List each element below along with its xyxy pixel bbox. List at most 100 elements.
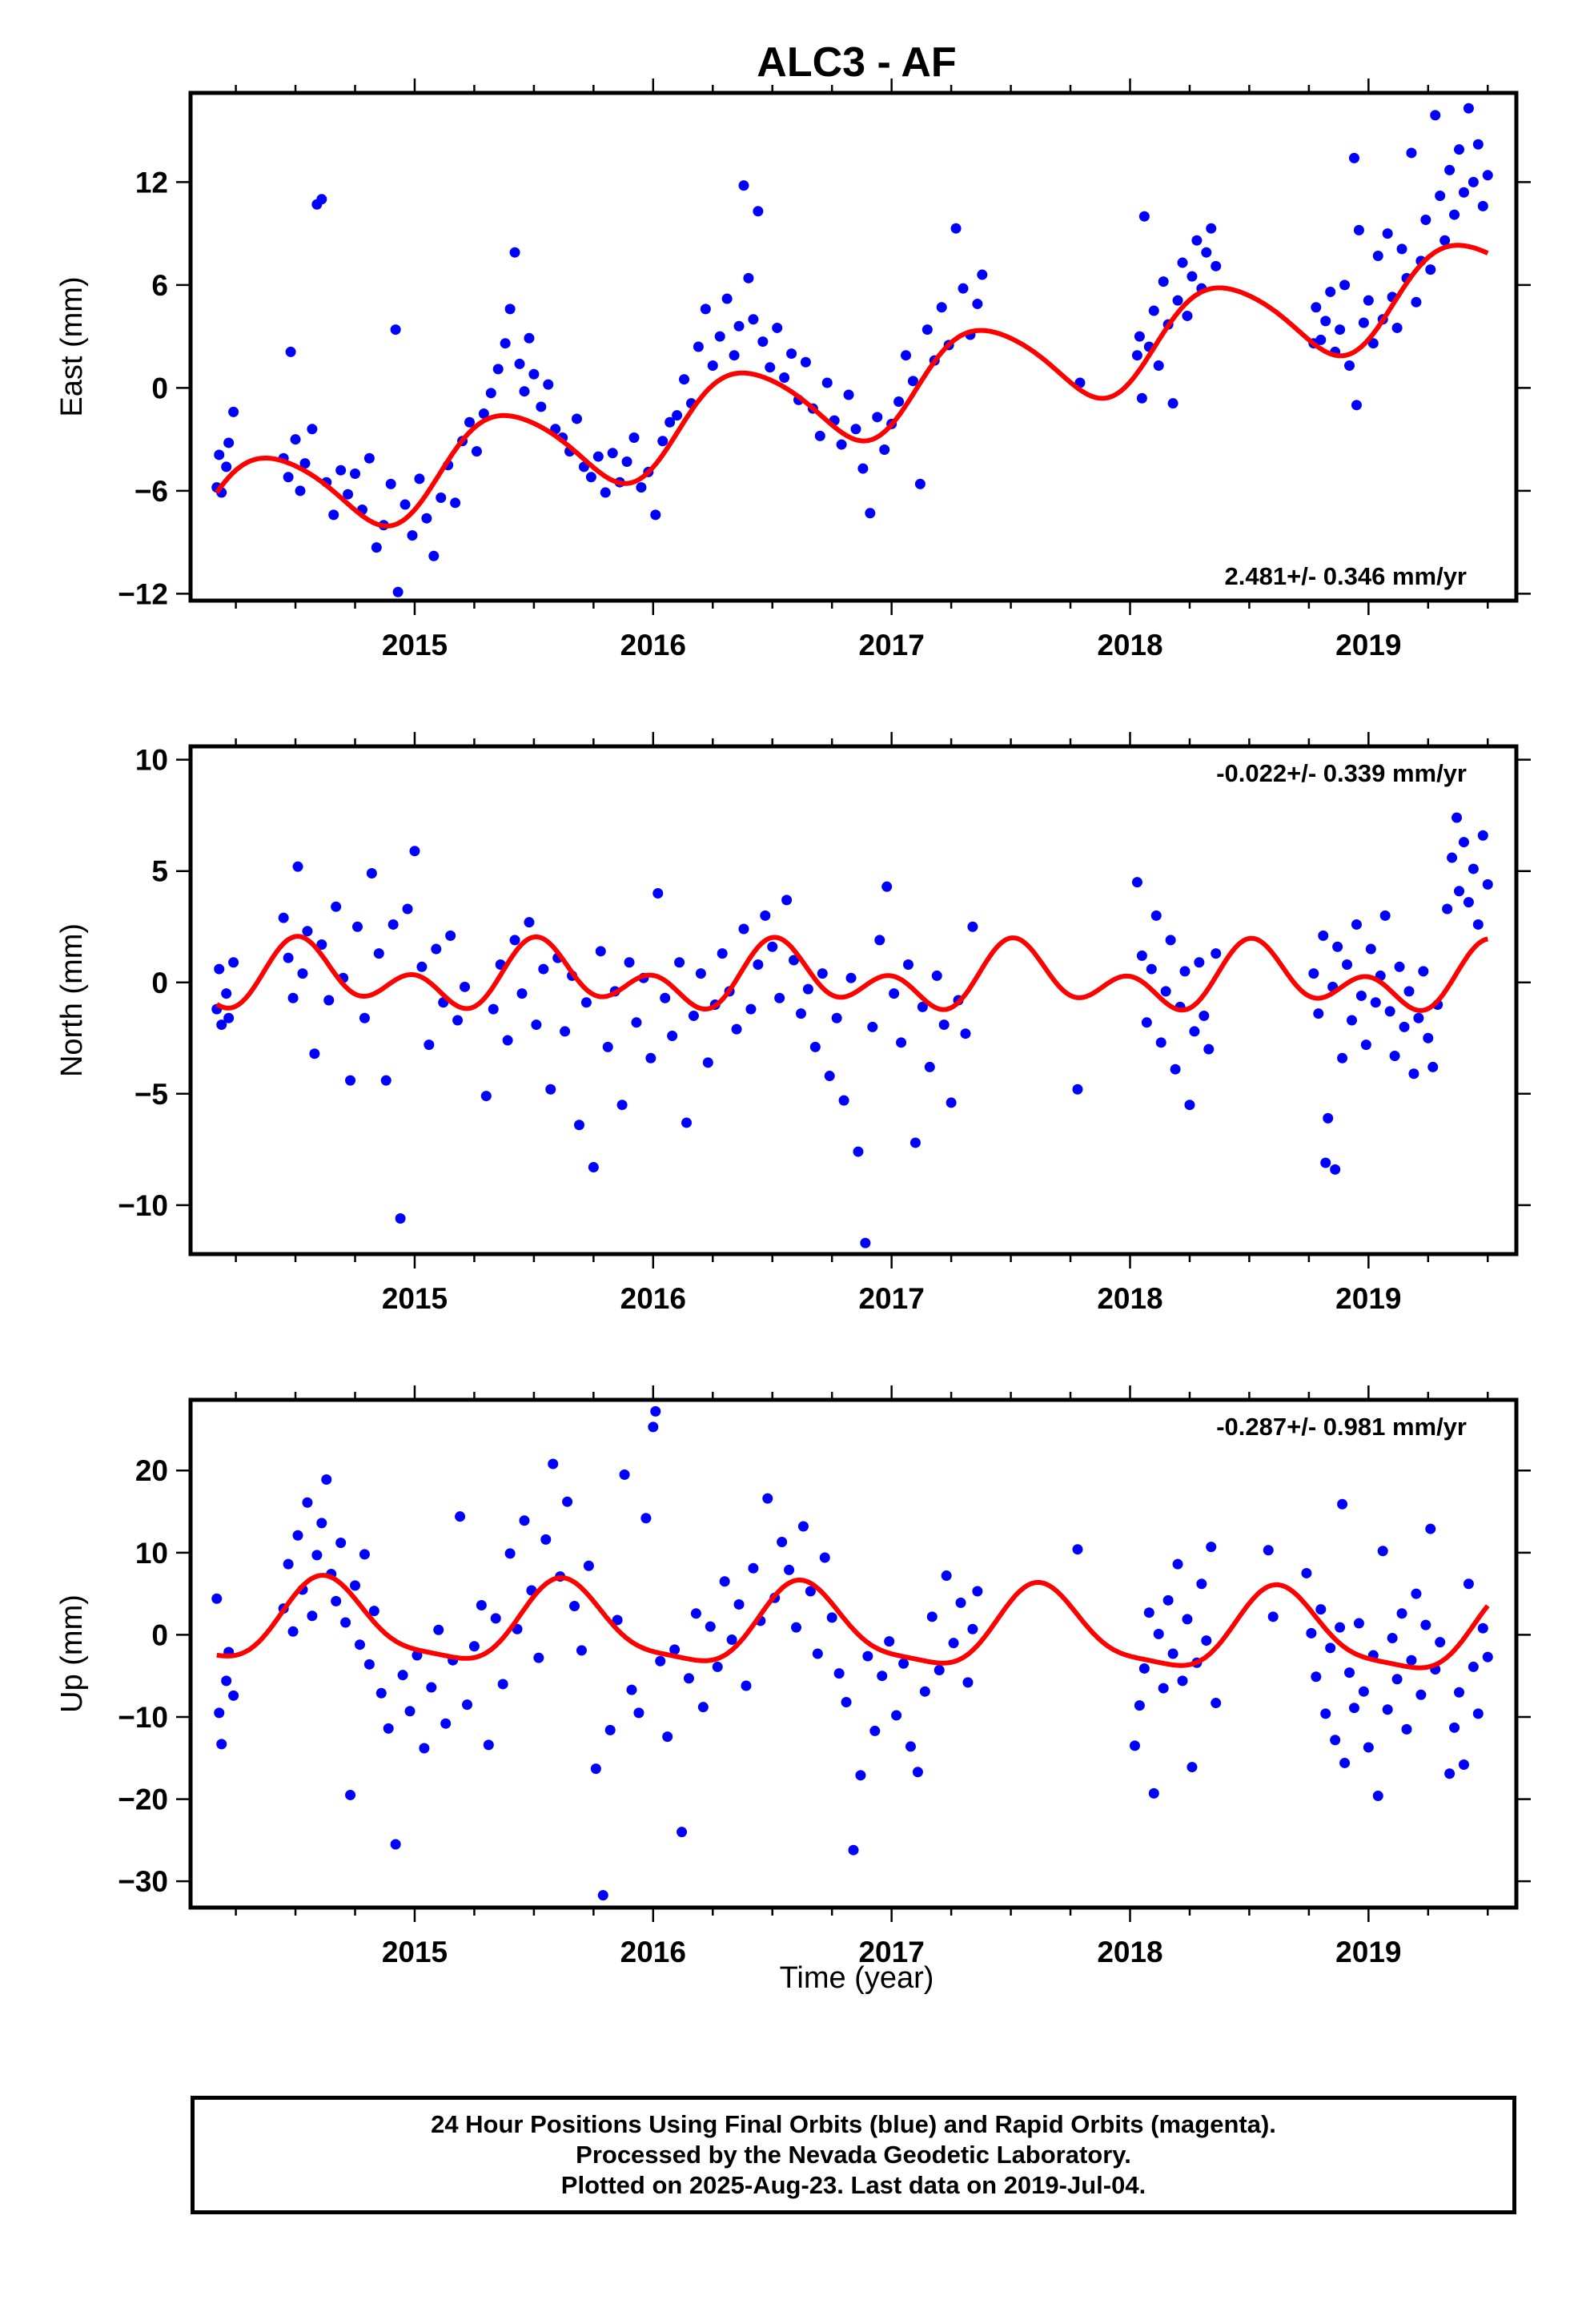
data-point xyxy=(891,1710,902,1721)
data-point xyxy=(1406,1655,1417,1666)
data-point xyxy=(1384,1006,1395,1017)
data-point xyxy=(812,1648,823,1659)
up-panel: 2015 2016 2017 2018 2019 −30 −20 −10 0 10 20 Up (mm… xyxy=(55,1385,1531,1968)
data-point xyxy=(221,461,232,472)
data-point xyxy=(1211,1698,1222,1709)
data-point xyxy=(695,968,706,979)
data-point xyxy=(278,912,289,923)
data-point xyxy=(889,988,900,999)
data-point xyxy=(621,456,632,468)
data-point xyxy=(1267,1611,1279,1622)
y-tick-label: −10 xyxy=(118,1189,168,1222)
x-tick-label: 2017 xyxy=(858,1936,924,1968)
data-point xyxy=(590,1763,601,1775)
data-point xyxy=(1146,963,1157,975)
data-point xyxy=(757,336,769,348)
data-point xyxy=(572,413,583,424)
data-point xyxy=(383,1723,394,1734)
data-point xyxy=(1150,910,1162,921)
x-tick-label: 2019 xyxy=(1335,629,1401,661)
data-point xyxy=(295,485,306,497)
data-point xyxy=(1458,837,1469,848)
data-point xyxy=(948,1638,959,1649)
data-point xyxy=(1172,1558,1183,1570)
data-point xyxy=(702,1057,713,1068)
data-point xyxy=(536,401,547,412)
data-point xyxy=(779,372,790,384)
data-point xyxy=(912,1767,923,1778)
data-point xyxy=(881,881,893,892)
data-point xyxy=(569,1600,580,1611)
data-point xyxy=(650,509,661,521)
data-point xyxy=(1315,334,1327,345)
data-point xyxy=(914,478,926,489)
data-point xyxy=(853,1146,864,1157)
data-point xyxy=(431,943,442,955)
north-panel: 2015 2016 2017 2018 2019 −10 −5 0 5 10 North (mm) -… xyxy=(55,732,1531,1315)
data-point xyxy=(917,1001,928,1012)
data-point xyxy=(1355,990,1367,1001)
data-point xyxy=(650,1405,661,1417)
data-point xyxy=(905,1741,916,1752)
data-point xyxy=(836,439,847,450)
data-point xyxy=(1468,1661,1479,1672)
data-point xyxy=(1399,1021,1410,1032)
data-point xyxy=(1420,215,1431,225)
data-point xyxy=(1351,400,1362,411)
data-point xyxy=(1452,812,1463,823)
data-point xyxy=(1353,1618,1364,1629)
data-point xyxy=(287,992,299,1003)
data-point xyxy=(600,487,611,498)
data-point xyxy=(524,332,535,344)
data-point xyxy=(814,430,825,441)
data-point xyxy=(350,468,361,479)
east-panel: 2015 2016 2017 2018 2019 −12 −6 0 6 12 East (mm) 2.… xyxy=(55,78,1531,661)
data-point xyxy=(831,1012,842,1023)
data-point xyxy=(1323,1112,1334,1124)
data-point xyxy=(1170,1063,1181,1075)
data-point xyxy=(216,1019,227,1031)
data-point xyxy=(573,1120,584,1131)
data-point xyxy=(328,509,339,521)
data-point xyxy=(1186,271,1198,282)
data-point xyxy=(955,1597,966,1608)
data-point xyxy=(800,356,811,368)
data-point xyxy=(731,1023,742,1035)
data-point xyxy=(1411,1588,1422,1599)
data-point xyxy=(1363,295,1374,306)
data-point xyxy=(1186,1762,1198,1773)
data-point xyxy=(460,981,471,992)
data-point xyxy=(919,1686,930,1697)
data-point xyxy=(1179,966,1191,977)
y-axis-label: North (mm) xyxy=(55,923,89,1077)
data-point xyxy=(1418,966,1429,977)
data-point xyxy=(1138,211,1150,222)
data-point xyxy=(717,948,728,959)
data-point xyxy=(789,955,800,966)
data-point xyxy=(1308,968,1319,979)
data-point xyxy=(648,1421,659,1433)
data-point xyxy=(588,1162,599,1173)
data-point xyxy=(492,364,504,375)
data-point xyxy=(1129,1740,1140,1751)
data-point xyxy=(287,1626,299,1637)
y-tick-label: −6 xyxy=(135,475,168,508)
data-point xyxy=(311,1550,323,1561)
data-point xyxy=(667,1030,678,1041)
data-point xyxy=(1306,1627,1317,1638)
data-point xyxy=(560,1026,571,1037)
data-point xyxy=(738,180,749,191)
data-point xyxy=(733,1598,745,1610)
data-point xyxy=(802,983,813,995)
data-point xyxy=(1320,1708,1331,1719)
rate-annotation: -0.022+/- 0.339 mm/yr xyxy=(1216,759,1467,787)
data-point xyxy=(380,1075,391,1086)
data-point xyxy=(1167,1648,1178,1659)
data-point xyxy=(1138,1663,1150,1674)
data-point xyxy=(805,1586,816,1597)
data-point xyxy=(738,923,749,935)
y-tick-label: 6 xyxy=(151,269,168,302)
data-point xyxy=(848,1844,859,1856)
data-point xyxy=(1482,170,1493,181)
data-point xyxy=(426,1682,437,1693)
